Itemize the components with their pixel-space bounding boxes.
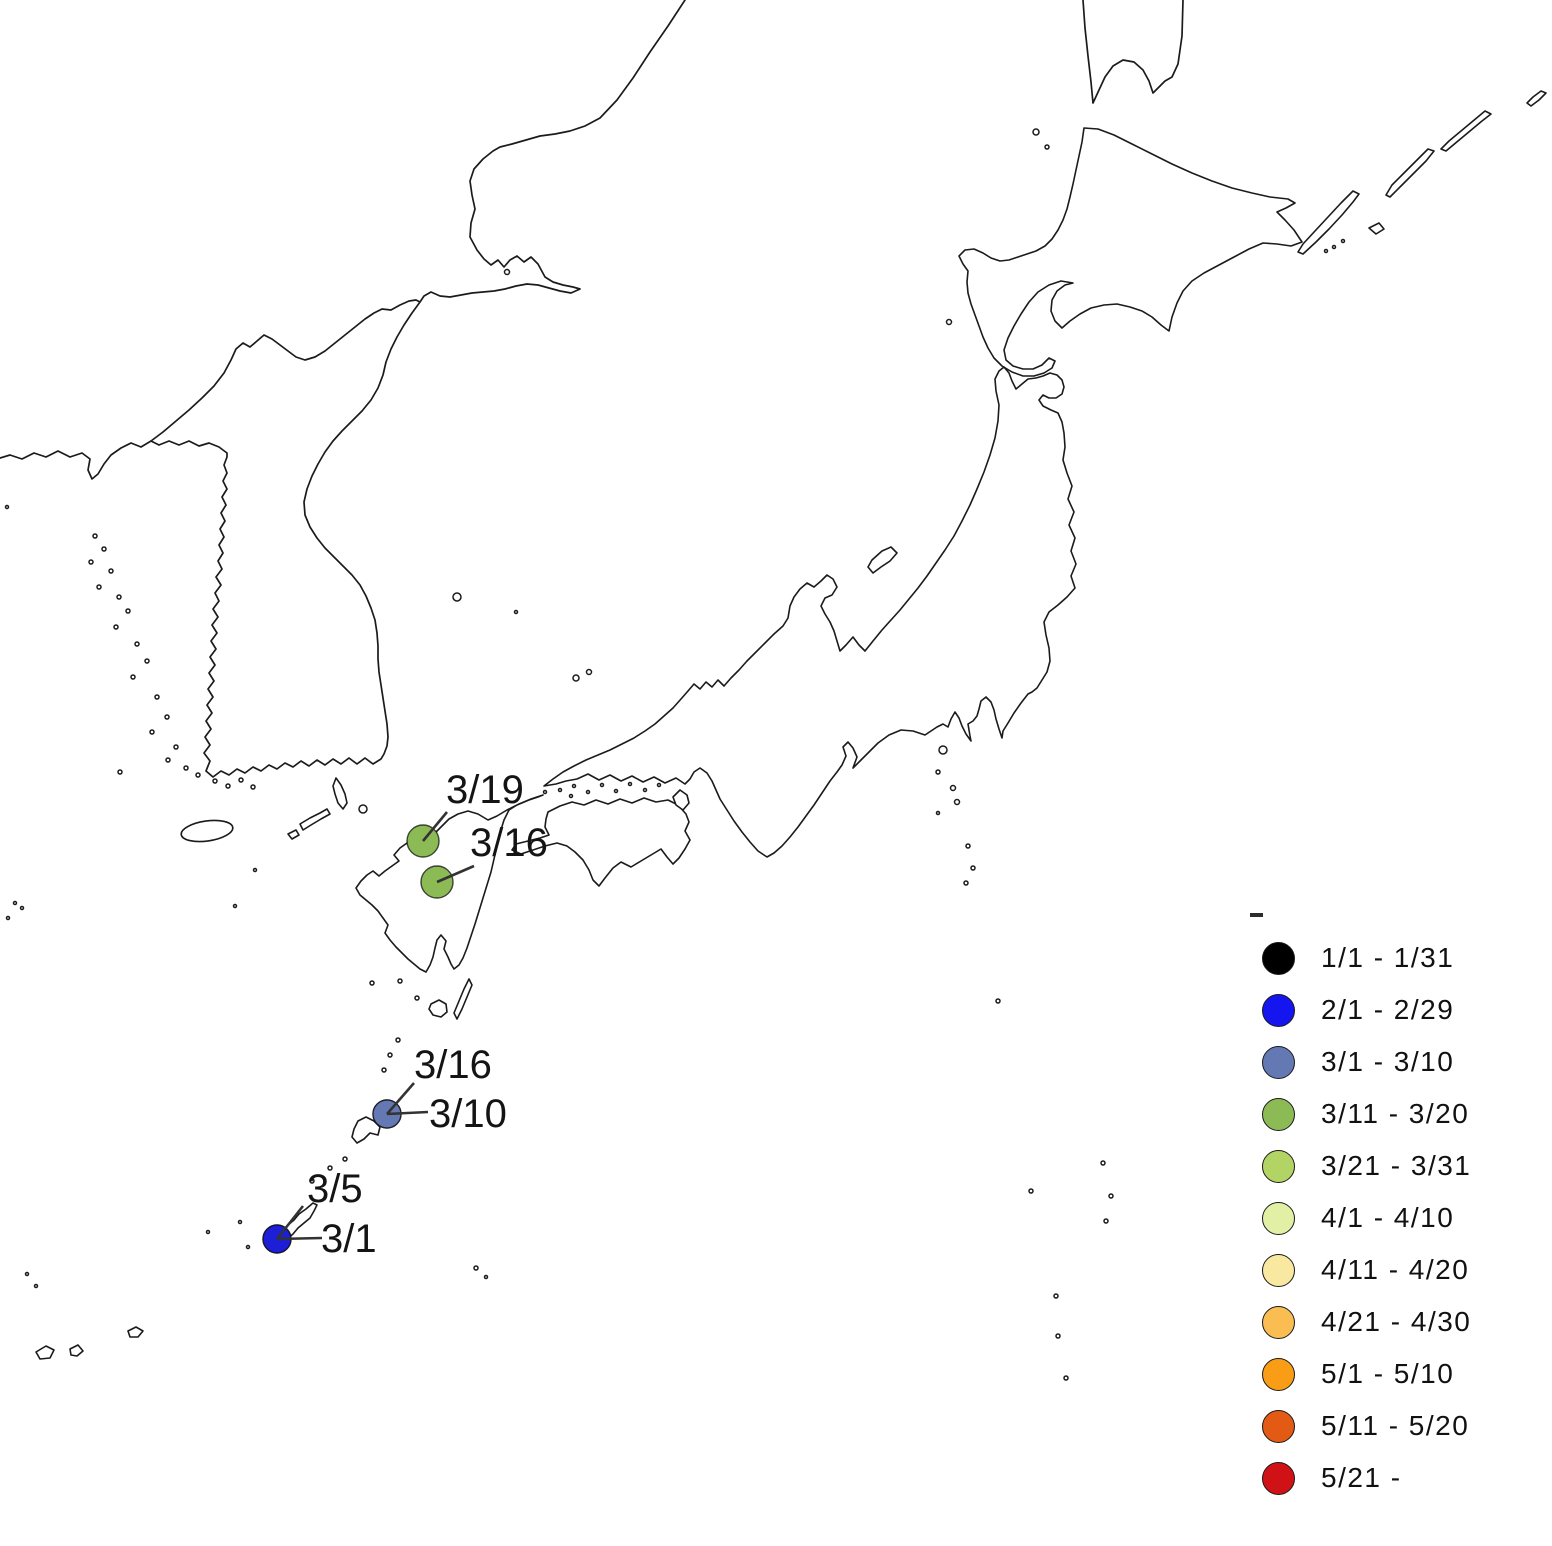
island-iriomote — [35, 1345, 55, 1360]
legend-label: 3/21 - 3/31 — [1321, 1150, 1472, 1181]
legend-row-6: 4/11 - 4/20 — [1262, 1244, 1471, 1296]
station-okinawa-a-date-label: 3/5 — [307, 1167, 363, 1211]
station-okinawa-b-date-label: 3/1 — [321, 1217, 377, 1261]
legend-color-swatch — [1262, 1253, 1295, 1287]
legend-label: 5/21 - — [1321, 1462, 1402, 1493]
legend-label: 2/1 - 2/29 — [1321, 994, 1455, 1025]
station-amami-b-leader-line — [386, 1110, 429, 1116]
coastline-kuril-ne — [1526, 90, 1547, 107]
stations-layer: 3/19 3/16 3/16 3/10 3/5 3/1 — [262, 768, 548, 1261]
legend-label: 1/1 - 1/31 — [1321, 942, 1455, 973]
island-ishigaki — [69, 1344, 84, 1357]
legend-row-2: 3/1 - 3/10 — [1262, 1036, 1471, 1088]
coastline-kunashiri — [1297, 190, 1360, 255]
legend-color-swatch — [1262, 1461, 1295, 1495]
station-kyushu-northwest-leader-line — [421, 811, 449, 842]
station-amami-a-date-label: 3/16 — [414, 1043, 492, 1087]
station-kyushu-northwest-date-label: 3/19 — [446, 768, 524, 812]
coastline-iturup — [1385, 148, 1435, 198]
coastline-shikotan — [1368, 222, 1385, 235]
legend-label: 3/11 - 3/20 — [1321, 1098, 1470, 1129]
station-okinawa-a-leader-line — [275, 1205, 305, 1240]
legend-color-swatch — [1262, 993, 1295, 1027]
legend-label: 3/1 - 3/10 — [1321, 1046, 1455, 1077]
coastline-honshu — [543, 366, 1077, 858]
station-kyushu-central-leader-line — [436, 864, 475, 884]
legend-row-0: 1/1 - 1/31 — [1262, 932, 1471, 984]
legend-row-4: 3/21 - 3/31 — [1262, 1140, 1471, 1192]
legend-label: 4/11 - 4/20 — [1321, 1254, 1470, 1285]
coastline-mainland-korea — [0, 0, 686, 778]
station-kyushu-central-date-label: 3/16 — [470, 821, 548, 865]
legend-tick-dash — [1250, 913, 1263, 917]
legend-color-swatch — [1262, 1409, 1295, 1443]
coastline-hokkaido — [958, 127, 1303, 377]
island-tanegashima — [453, 978, 473, 1020]
legend-color-swatch — [1262, 1045, 1295, 1079]
island-sado — [867, 546, 898, 574]
island-miyako — [127, 1326, 144, 1338]
island-yakushima — [428, 999, 448, 1018]
legend-label: 4/21 - 4/30 — [1321, 1306, 1472, 1337]
island-goto-b — [287, 829, 300, 840]
legend-label: 4/1 - 4/10 — [1321, 1202, 1455, 1233]
legend-color-swatch — [1262, 1201, 1295, 1235]
island-jeju — [180, 819, 234, 843]
legend-row-3: 3/11 - 3/20 — [1262, 1088, 1471, 1140]
legend-color-swatch — [1262, 941, 1295, 975]
island-goto-a — [299, 808, 331, 831]
legend-color-swatch — [1262, 1149, 1295, 1183]
island-tsushima — [332, 777, 348, 810]
island-amami — [351, 1116, 381, 1144]
legend-row-5: 4/1 - 4/10 — [1262, 1192, 1471, 1244]
legend-row-8: 5/1 - 5/10 — [1262, 1348, 1471, 1400]
legend-color-swatch — [1262, 1305, 1295, 1339]
legend-row-9: 5/11 - 5/20 — [1262, 1400, 1471, 1452]
coastline-urup — [1440, 110, 1492, 152]
legend-color-swatch — [1262, 1357, 1295, 1391]
legend-label: 5/11 - 5/20 — [1321, 1410, 1470, 1441]
island-awaji — [672, 789, 690, 811]
station-amami-a-leader-line — [386, 1082, 415, 1115]
coastline-sakhalin — [1082, 0, 1184, 104]
legend-row-10: 5/21 - — [1262, 1452, 1471, 1504]
station-amami-b-date-label: 3/10 — [429, 1092, 507, 1136]
station-okinawa-b-leader-line — [276, 1236, 323, 1241]
coastline-shikoku — [511, 797, 691, 887]
legend: 1/1 - 1/31 2/1 - 2/29 3/1 - 3/10 3/11 - … — [1262, 932, 1471, 1504]
legend-label: 5/1 - 5/10 — [1321, 1358, 1455, 1389]
legend-color-swatch — [1262, 1097, 1295, 1131]
legend-row-7: 4/21 - 4/30 — [1262, 1296, 1471, 1348]
legend-row-1: 2/1 - 2/29 — [1262, 984, 1471, 1036]
small-islands — [4, 128, 1346, 1381]
